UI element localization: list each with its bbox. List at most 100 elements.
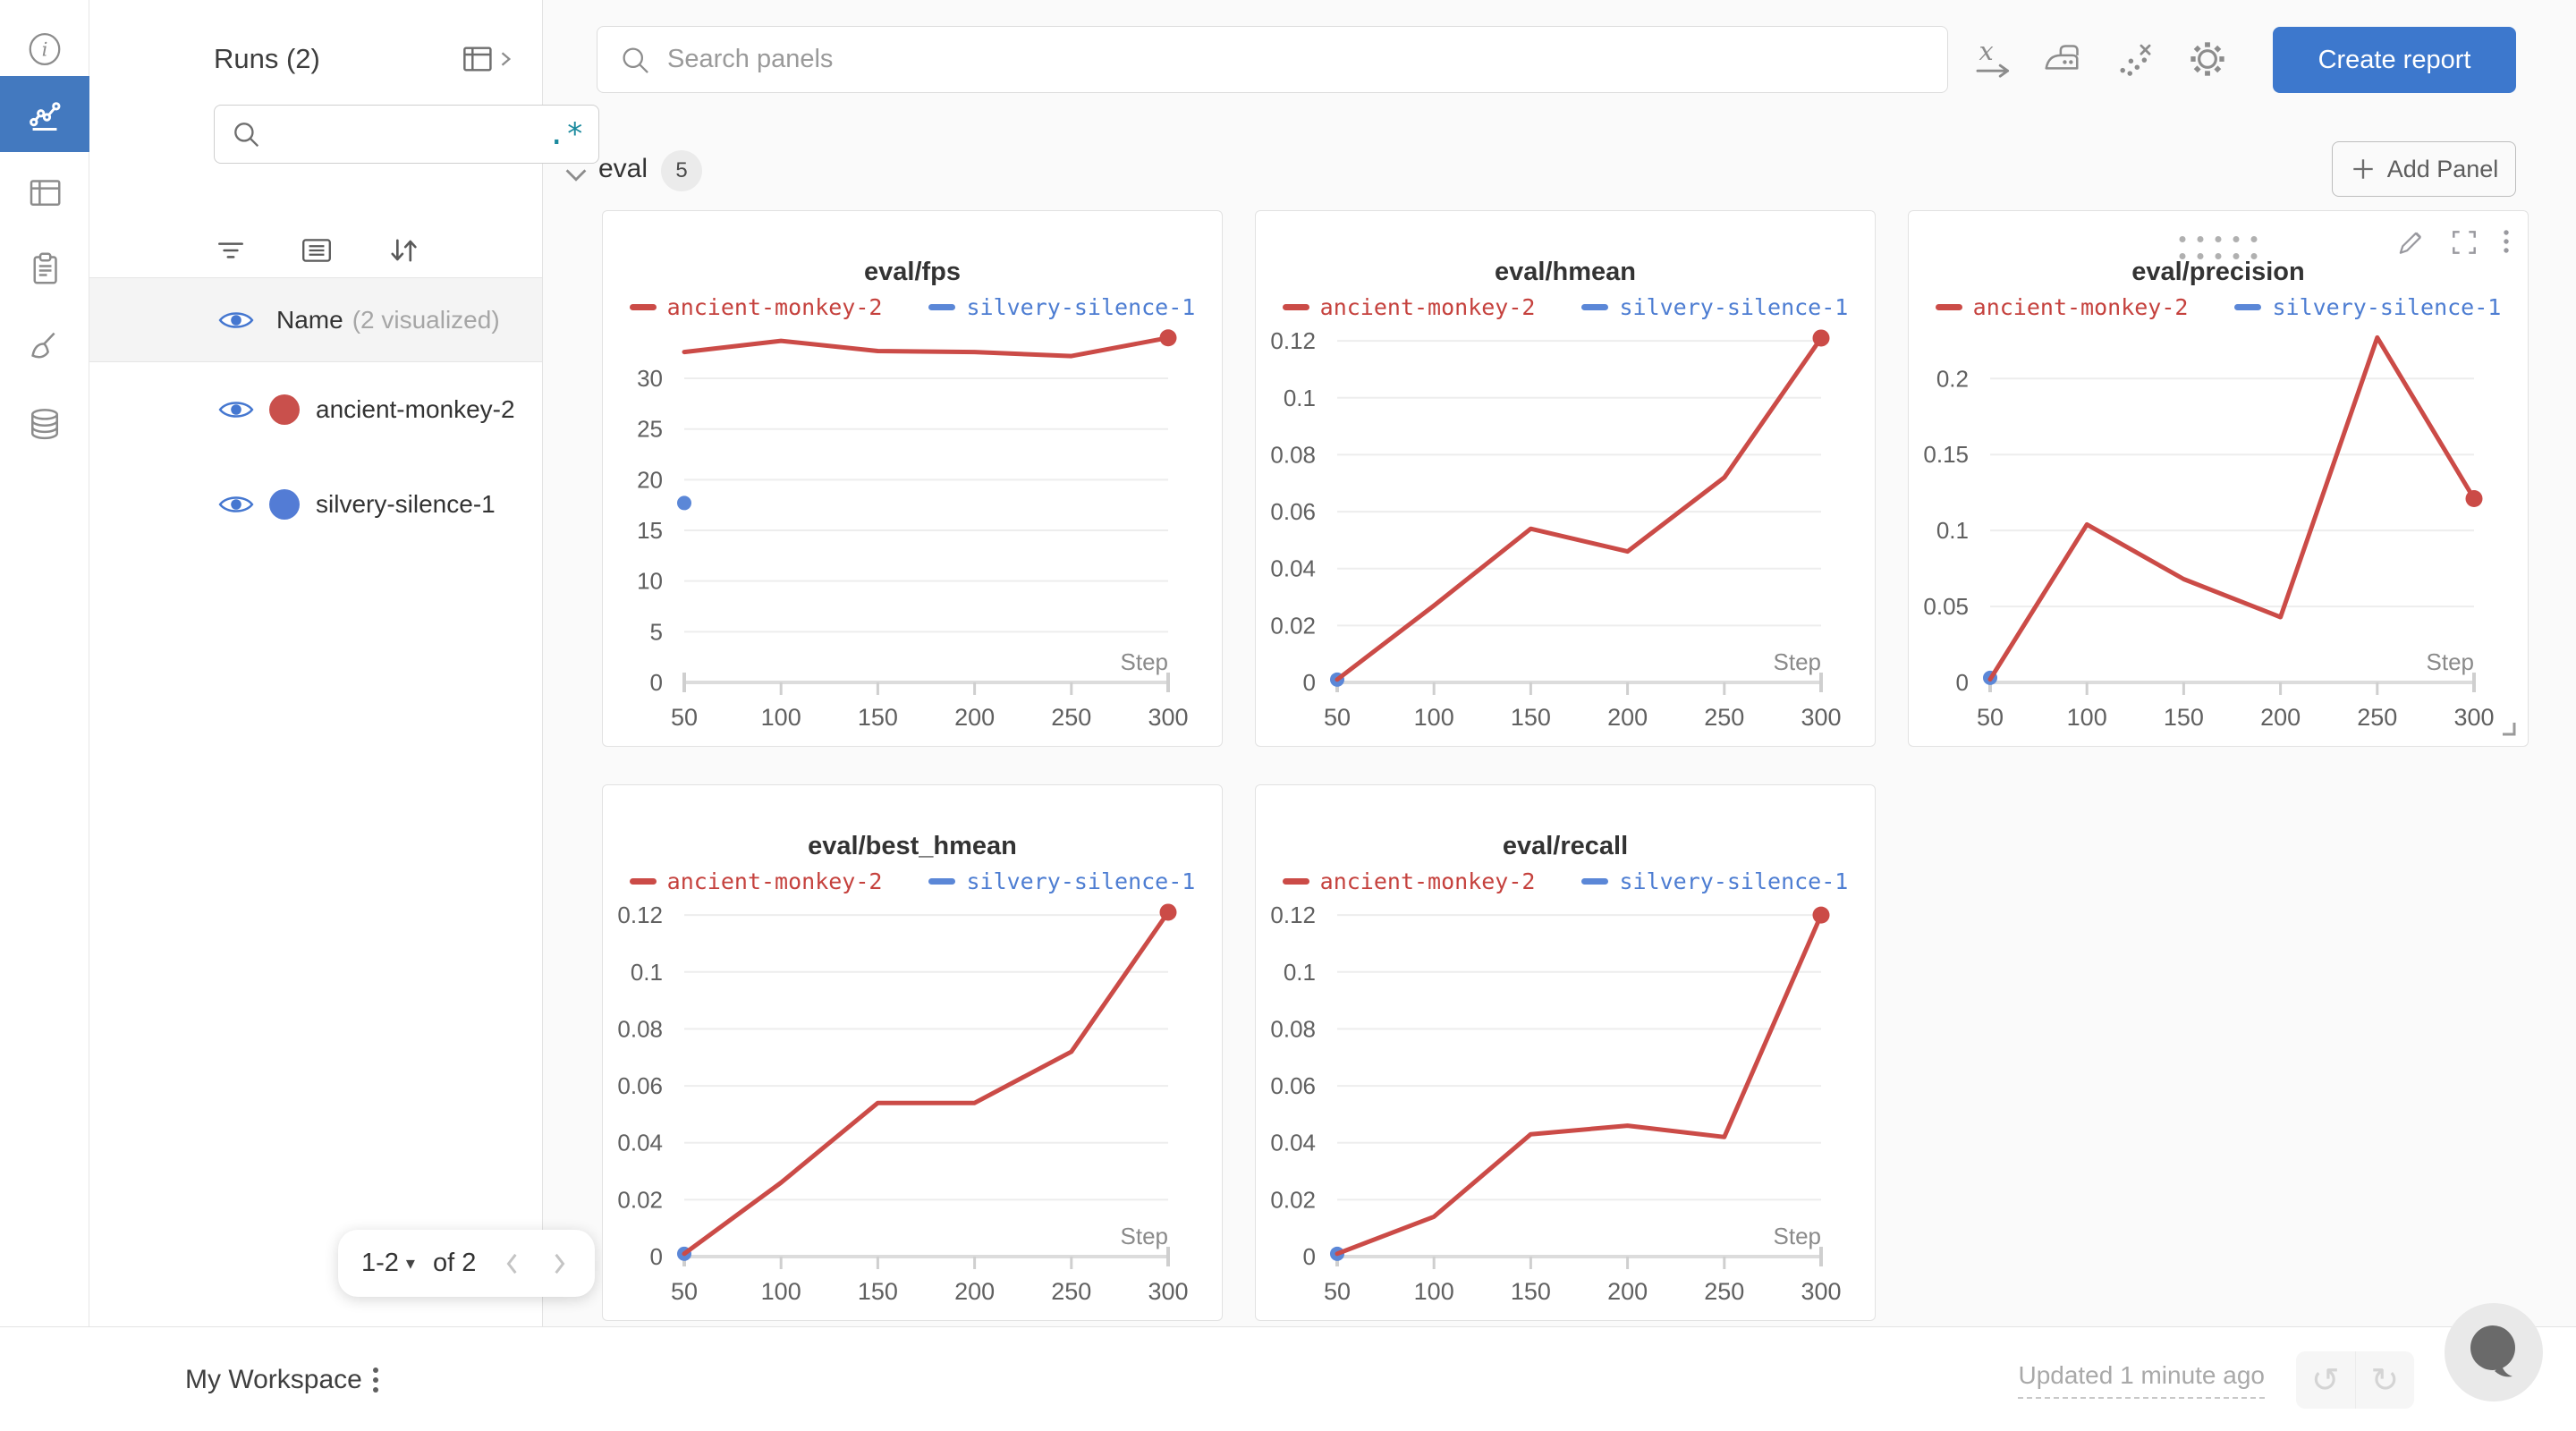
panel-search-input[interactable] xyxy=(667,45,1926,74)
legend-dash xyxy=(928,877,956,885)
svg-text:Step: Step xyxy=(1774,648,1822,675)
create-report-button[interactable]: Create report xyxy=(2273,27,2516,93)
legend-item: silvery-silence-1 xyxy=(2234,294,2501,320)
svg-text:250: 250 xyxy=(1704,704,1744,731)
panel-menu-kebab-icon[interactable] xyxy=(2503,228,2510,257)
svg-text:Step: Step xyxy=(1121,1223,1169,1249)
nav-overview-item[interactable]: i xyxy=(0,20,89,79)
panel-title: eval/hmean xyxy=(1495,258,1636,286)
drag-handle-icon[interactable] xyxy=(2179,236,2258,259)
section-title[interactable]: eval xyxy=(598,154,648,183)
svg-text:250: 250 xyxy=(1704,1278,1744,1305)
line-chart-plot[interactable]: 0 5 10 15 20 25 30 50 100 150 200 250 300 Step xyxy=(603,325,1222,736)
svg-text:0.02: 0.02 xyxy=(617,1186,663,1213)
legend-run-name: ancient-monkey-2 xyxy=(1319,868,1536,894)
settings-gear-icon[interactable] xyxy=(2186,38,2229,80)
sort-icon[interactable] xyxy=(386,234,421,267)
panel-legend: ancient-monkey-2 silvery-silence-1 xyxy=(1256,867,1875,895)
legend-run-name: silvery-silence-1 xyxy=(2272,293,2502,320)
caret-down-icon[interactable]: ▾ xyxy=(405,1254,415,1274)
svg-text:100: 100 xyxy=(1414,1278,1454,1305)
line-chart-plot[interactable]: 0 0.02 0.04 0.06 0.08 0.1 0.12 50 100 150 200 250 30… xyxy=(1256,325,1875,736)
nav-artifacts-item[interactable] xyxy=(0,394,89,453)
nav-sweeps-item[interactable] xyxy=(0,317,89,376)
svg-text:300: 300 xyxy=(1801,704,1841,731)
add-panel-label: Add Panel xyxy=(2386,155,2499,182)
svg-text:150: 150 xyxy=(2164,704,2204,731)
legend-dash xyxy=(1282,303,1309,310)
svg-text:50: 50 xyxy=(1977,704,2004,731)
chat-support-button[interactable] xyxy=(2445,1303,2543,1401)
chart-panel: eval/precision ancient-monkey-2 silvery-s… xyxy=(1908,210,2529,747)
smoothing-iron-icon[interactable] xyxy=(2040,38,2083,80)
chart-panel: eval/fps ancient-monkey-2 silvery-silence… xyxy=(602,210,1223,747)
prev-page-button[interactable] xyxy=(503,1249,522,1279)
legend-item: silvery-silence-1 xyxy=(928,294,1195,320)
page-range-label[interactable]: 1-2 xyxy=(361,1249,399,1277)
run-name[interactable]: ancient-monkey-2 xyxy=(316,395,515,423)
runs-pagination: 1-2 ▾ of 2 xyxy=(338,1230,595,1297)
svg-text:0.05: 0.05 xyxy=(1923,593,1969,620)
legend-item: ancient-monkey-2 xyxy=(1282,293,1536,320)
svg-text:250: 250 xyxy=(2357,704,2397,731)
legend-run-name: ancient-monkey-2 xyxy=(1319,293,1536,320)
svg-text:0.02: 0.02 xyxy=(1270,612,1316,639)
svg-text:0: 0 xyxy=(1956,669,1969,696)
workspace-menu-kebab-icon[interactable] xyxy=(371,1365,380,1397)
add-panel-button[interactable]: Add Panel xyxy=(2332,141,2516,197)
svg-text:0.08: 0.08 xyxy=(617,1015,663,1042)
run-color-dot xyxy=(269,489,300,520)
svg-text:300: 300 xyxy=(1148,1278,1188,1305)
resize-handle-icon[interactable] xyxy=(2499,719,2517,737)
svg-text:50: 50 xyxy=(671,704,698,731)
svg-text:Step: Step xyxy=(2427,648,2475,675)
nav-reports-item[interactable] xyxy=(0,239,89,298)
svg-text:300: 300 xyxy=(1801,1278,1841,1305)
line-chart-icon xyxy=(25,95,64,134)
nav-runs-table-item[interactable] xyxy=(0,163,89,222)
line-chart-plot[interactable]: 0 0.02 0.04 0.06 0.08 0.1 0.12 50 100 150 200 250 30… xyxy=(603,899,1222,1310)
svg-text:250: 250 xyxy=(1051,1278,1091,1305)
table-icon xyxy=(462,43,496,75)
run-row[interactable]: silvery-silence-1 xyxy=(89,457,542,552)
runs-visualized-annotation: (2 visualized) xyxy=(352,305,500,334)
updated-timestamp[interactable]: Updated 1 minute ago xyxy=(2018,1361,2265,1399)
outlier-points-icon[interactable] xyxy=(2114,38,2157,80)
next-page-button[interactable] xyxy=(549,1249,569,1279)
svg-text:Step: Step xyxy=(1774,1223,1822,1249)
x-axis-settings-icon[interactable]: x xyxy=(1972,38,2015,80)
runs-search-input[interactable] xyxy=(274,120,548,148)
runs-name-column-label: Name xyxy=(276,305,343,334)
nav-workspace-item[interactable] xyxy=(0,76,89,152)
eye-icon[interactable] xyxy=(218,308,254,333)
fullscreen-icon[interactable] xyxy=(2449,227,2479,258)
undo-button[interactable]: ↺ xyxy=(2296,1351,2356,1409)
workspace-name[interactable]: My Workspace xyxy=(185,1364,362,1394)
redo-button[interactable]: ↻ xyxy=(2370,1361,2400,1400)
edit-panel-pencil-icon[interactable] xyxy=(2395,227,2426,258)
line-chart-plot[interactable]: 0 0.02 0.04 0.06 0.08 0.1 0.12 50 100 150 200 250 30… xyxy=(1256,899,1875,1310)
filter-icon[interactable] xyxy=(214,234,248,267)
svg-text:x: x xyxy=(1979,38,1993,66)
line-chart-plot[interactable]: 0 0.05 0.1 0.15 0.2 50 100 150 200 250 300 Step xyxy=(1909,325,2528,736)
section-collapse-chevron-icon[interactable] xyxy=(563,161,589,188)
run-name[interactable]: silvery-silence-1 xyxy=(316,490,496,518)
chart-panel: eval/best_hmean ancient-monkey-2 silvery-… xyxy=(602,784,1223,1321)
svg-text:0.06: 0.06 xyxy=(617,1072,663,1099)
svg-text:150: 150 xyxy=(858,704,898,731)
svg-text:100: 100 xyxy=(1414,704,1454,731)
panel-title: eval/fps xyxy=(864,258,961,286)
expand-runs-table-button[interactable] xyxy=(462,43,515,75)
svg-text:0.06: 0.06 xyxy=(1270,498,1316,525)
regex-toggle-icon[interactable]: .* xyxy=(547,116,584,152)
svg-text:150: 150 xyxy=(1511,704,1551,731)
runs-search-box: .* xyxy=(214,105,599,164)
undo-redo-group: ↺ ↻ xyxy=(2296,1351,2414,1409)
legend-dash xyxy=(1581,877,1609,885)
panel-legend: ancient-monkey-2 silvery-silence-1 xyxy=(603,292,1222,321)
eye-icon[interactable] xyxy=(218,397,254,422)
svg-text:100: 100 xyxy=(761,704,801,731)
run-row[interactable]: ancient-monkey-2 xyxy=(89,362,542,457)
list-settings-icon[interactable] xyxy=(300,234,334,267)
eye-icon[interactable] xyxy=(218,492,254,517)
